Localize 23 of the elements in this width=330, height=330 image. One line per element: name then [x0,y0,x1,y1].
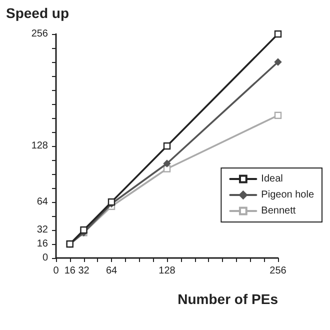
legend-label: Ideal [261,174,283,184]
point [80,226,88,234]
x-tick-label: 256 [270,266,287,276]
y-tick-label: 64 [36,196,48,208]
x-tick-label: 32 [78,266,90,276]
x-tick-label: 128 [158,266,176,276]
y-tick-label: 16 [36,238,48,250]
y-tick-label: 32 [36,224,48,236]
point [274,58,282,66]
point [274,30,282,38]
legend-label: Pigeon hole [261,190,314,200]
x-tick-label: 16 [64,266,76,276]
legend-label: Bennett [261,206,296,216]
y-tick-label: 256 [31,28,48,40]
y-tick-label: 128 [31,140,48,152]
y-tick-label: 0 [42,252,48,264]
x-tick-label: 64 [106,266,118,276]
point [163,160,171,168]
x-tick-label: 0 [53,266,60,276]
x-axis-title: Number of PEs [178,291,278,307]
y-axis-title: Speed up [6,5,70,21]
point [274,112,282,119]
point [163,142,171,150]
